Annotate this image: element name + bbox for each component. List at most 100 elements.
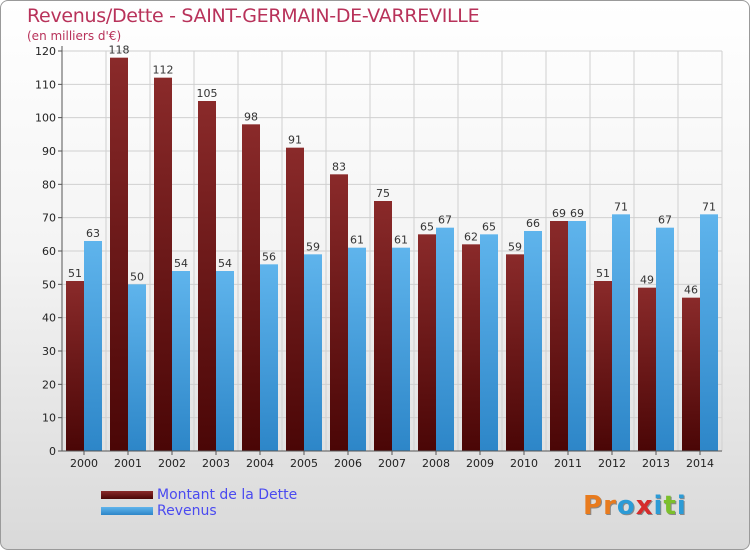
bar-debt bbox=[374, 201, 392, 451]
data-label: 62 bbox=[464, 230, 478, 243]
y-tick-label: 0 bbox=[49, 445, 56, 458]
axes: 0 10 20 30 40 50 60 70 80 90 100 110 120 2000 2001 2002… bbox=[35, 45, 722, 470]
data-label: 66 bbox=[526, 217, 540, 230]
bar-revenue bbox=[436, 227, 454, 451]
bar-debt bbox=[330, 174, 348, 452]
bar-revenue bbox=[612, 214, 630, 451]
data-label: 63 bbox=[86, 227, 100, 240]
data-label: 51 bbox=[596, 267, 610, 280]
x-tick-label: 2012 bbox=[598, 457, 626, 470]
x-tick-label: 2000 bbox=[70, 457, 98, 470]
x-tick-label: 2010 bbox=[510, 457, 538, 470]
x-tick-label: 2007 bbox=[378, 457, 406, 470]
y-tick-label: 30 bbox=[42, 345, 56, 358]
y-tick-label: 120 bbox=[35, 45, 56, 58]
data-label: 67 bbox=[658, 214, 672, 227]
data-label: 50 bbox=[130, 270, 144, 283]
data-label: 59 bbox=[306, 240, 320, 253]
y-tick-label: 50 bbox=[42, 278, 56, 291]
y-tick-label: 80 bbox=[42, 178, 56, 191]
y-tick-label: 20 bbox=[42, 378, 56, 391]
x-tick-label: 2011 bbox=[554, 457, 582, 470]
bars-group bbox=[66, 57, 718, 452]
bar-revenue bbox=[128, 284, 146, 451]
data-label: 49 bbox=[640, 274, 654, 287]
x-tick-label: 2001 bbox=[114, 457, 142, 470]
legend-item-debt: Montant de la Dette bbox=[101, 487, 297, 503]
data-label: 75 bbox=[376, 187, 390, 200]
data-label: 51 bbox=[68, 267, 82, 280]
bar-revenue bbox=[348, 247, 366, 451]
logo-letter: r bbox=[603, 491, 617, 521]
chart-title: Revenus/Dette - SAINT-GERMAIN-DE-VARREVI… bbox=[27, 5, 480, 27]
y-tick-label: 110 bbox=[35, 78, 56, 91]
proxiti-logo: Proxiti bbox=[583, 491, 687, 521]
data-label: 71 bbox=[702, 200, 716, 213]
data-label: 59 bbox=[508, 240, 522, 253]
legend-item-revenue: Revenus bbox=[101, 503, 297, 519]
data-label: 54 bbox=[218, 257, 232, 270]
x-tick-label: 2008 bbox=[422, 457, 450, 470]
bar-debt bbox=[242, 124, 260, 451]
bar-debt bbox=[506, 254, 524, 451]
bar-debt bbox=[594, 281, 612, 451]
x-tick-label: 2013 bbox=[642, 457, 670, 470]
data-label: 61 bbox=[394, 234, 408, 247]
bar-revenue bbox=[480, 234, 498, 451]
chart-subtitle: (en milliers d'€) bbox=[27, 29, 122, 43]
legend: Montant de la Dette Revenus bbox=[101, 487, 297, 519]
legend-swatch-debt bbox=[101, 491, 153, 499]
bar-revenue bbox=[172, 271, 190, 451]
data-label: 65 bbox=[482, 220, 496, 233]
x-tick-label: 2002 bbox=[158, 457, 186, 470]
bar-debt bbox=[462, 244, 480, 451]
logo-letter: x bbox=[635, 491, 654, 521]
x-tick-label: 2005 bbox=[290, 457, 318, 470]
bar-revenue bbox=[524, 231, 542, 451]
x-tick-label: 2003 bbox=[202, 457, 230, 470]
bar-debt bbox=[418, 234, 436, 451]
x-tick-label: 2006 bbox=[334, 457, 362, 470]
y-tick-label: 70 bbox=[42, 212, 56, 225]
bar-debt bbox=[198, 101, 216, 451]
y-tick-label: 40 bbox=[42, 312, 56, 325]
data-label: 105 bbox=[197, 87, 218, 100]
legend-label-debt: Montant de la Dette bbox=[157, 487, 298, 503]
x-tick-label: 2009 bbox=[466, 457, 494, 470]
data-label: 118 bbox=[109, 44, 130, 57]
bar-debt bbox=[286, 147, 304, 451]
data-label: 61 bbox=[350, 234, 364, 247]
x-tick-label: 2004 bbox=[246, 457, 274, 470]
bar-debt bbox=[682, 297, 700, 451]
bar-revenue bbox=[304, 254, 322, 451]
bar-revenue bbox=[392, 247, 410, 451]
bar-revenue bbox=[568, 221, 586, 451]
legend-label-revenue: Revenus bbox=[157, 503, 217, 519]
y-tick-label: 60 bbox=[42, 245, 56, 258]
data-label: 83 bbox=[332, 160, 346, 173]
x-tick-label: 2014 bbox=[686, 457, 714, 470]
data-label: 54 bbox=[174, 257, 188, 270]
bar-debt bbox=[110, 57, 128, 452]
bar-revenue bbox=[700, 214, 718, 451]
legend-swatch-revenue bbox=[101, 507, 153, 515]
bar-debt bbox=[154, 77, 172, 452]
logo-letter: t bbox=[663, 491, 677, 521]
value-labels: 51 63 118 50 112 54 105 54 98 56 91 59 83 61 75 61 65 67 6… bbox=[68, 44, 716, 297]
y-tick-label: 10 bbox=[42, 412, 56, 425]
data-label: 46 bbox=[684, 284, 698, 297]
data-label: 112 bbox=[153, 64, 174, 77]
data-label: 98 bbox=[244, 110, 258, 123]
bar-revenue bbox=[216, 271, 234, 451]
data-label: 71 bbox=[614, 200, 628, 213]
data-label: 65 bbox=[420, 220, 434, 233]
logo-letter: i bbox=[653, 491, 664, 521]
y-tick-label: 90 bbox=[42, 145, 56, 158]
data-label: 67 bbox=[438, 214, 452, 227]
data-label: 56 bbox=[262, 250, 276, 263]
y-tick-label: 100 bbox=[35, 112, 56, 125]
logo-letter: i bbox=[676, 491, 687, 521]
logo-letter: P bbox=[583, 491, 604, 521]
bar-debt bbox=[638, 287, 656, 451]
